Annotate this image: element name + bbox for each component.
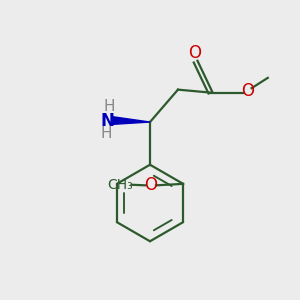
Text: H: H bbox=[104, 99, 116, 114]
Text: H: H bbox=[100, 126, 112, 141]
Text: CH₃: CH₃ bbox=[107, 178, 133, 192]
Text: N: N bbox=[100, 112, 114, 130]
Text: O: O bbox=[188, 44, 201, 62]
Text: O: O bbox=[241, 82, 254, 100]
Polygon shape bbox=[112, 117, 150, 124]
Text: O: O bbox=[144, 176, 157, 194]
